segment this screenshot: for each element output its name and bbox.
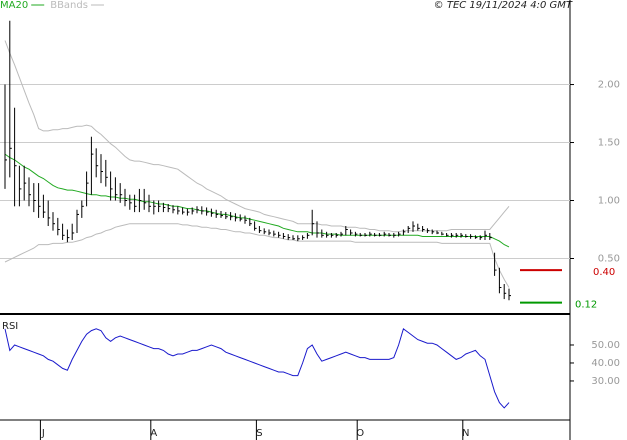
y-tick-label: 40.00 bbox=[591, 358, 620, 369]
x-tick-label: S bbox=[256, 428, 262, 439]
y-tick-label: 50.00 bbox=[591, 340, 620, 351]
legend-label: BBands bbox=[50, 0, 88, 11]
y-tick-label: 1.00 bbox=[598, 196, 620, 207]
y-tick-label: 30.00 bbox=[591, 376, 620, 387]
level-label: 0.12 bbox=[575, 300, 597, 311]
x-tick-label: N bbox=[462, 428, 469, 439]
x-tick-label: A bbox=[150, 428, 157, 439]
rsi-line bbox=[4, 327, 510, 409]
legend-label: MA20 bbox=[0, 0, 28, 11]
y-tick-label: 0.50 bbox=[598, 253, 620, 264]
level-label: 0.40 bbox=[593, 267, 615, 278]
panel-title: RSI bbox=[2, 321, 18, 332]
y-tick-label: 2.00 bbox=[598, 80, 620, 91]
band-lower bbox=[4, 223, 510, 288]
band-upper bbox=[4, 40, 510, 233]
x-tick-label: O bbox=[356, 428, 364, 439]
x-tick-label: J bbox=[41, 428, 45, 439]
source: © TEC 19/11/2024 4:0 GMT bbox=[434, 0, 573, 11]
y-tick-label: 1.50 bbox=[598, 138, 620, 149]
ma-line bbox=[4, 153, 510, 248]
